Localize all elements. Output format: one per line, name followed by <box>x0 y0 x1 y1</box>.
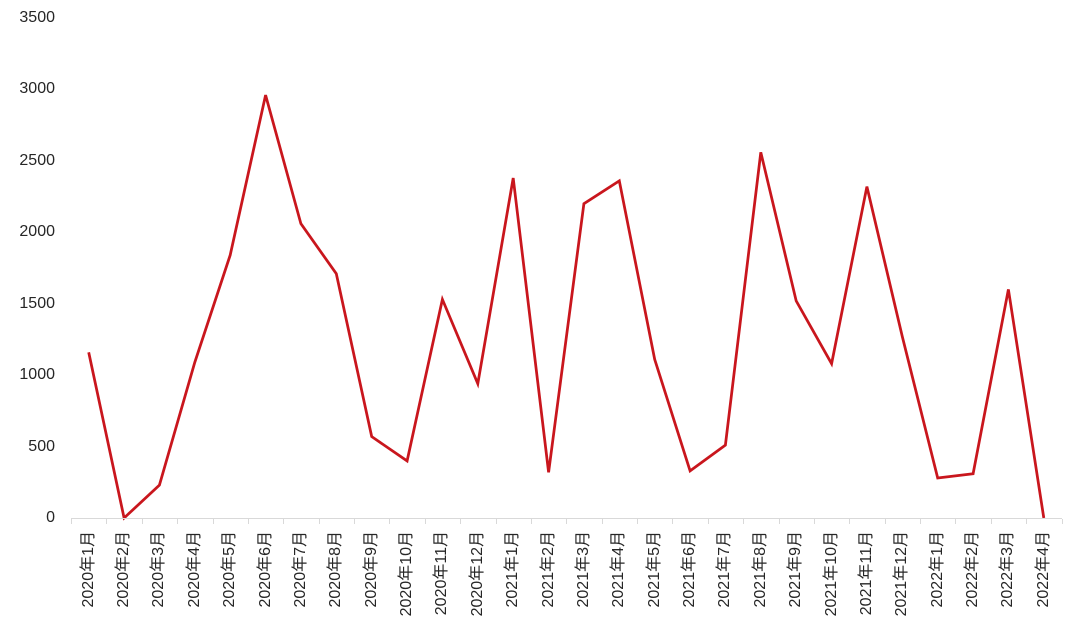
x-axis-tick <box>530 519 532 524</box>
x-axis-label: 2020年8月 <box>327 531 345 608</box>
x-axis-label: 2021年8月 <box>751 531 769 608</box>
x-axis-label: 2021年10月 <box>822 531 840 617</box>
x-axis-tick <box>707 519 709 524</box>
x-axis-tick <box>283 519 285 524</box>
x-axis-tick <box>212 519 214 524</box>
y-axis-label: 0 <box>46 509 55 526</box>
x-axis-label: 2020年3月 <box>150 531 168 608</box>
x-axis-tick <box>990 519 992 524</box>
x-axis-tick <box>601 519 603 524</box>
x-axis-line <box>71 518 1062 519</box>
x-axis-label: 2020年5月 <box>221 531 239 608</box>
x-axis-label: 2022年2月 <box>964 531 982 608</box>
x-axis-tick <box>177 519 179 524</box>
x-axis-tick <box>495 519 497 524</box>
x-axis-tick <box>566 519 568 524</box>
x-axis-label: 2022年4月 <box>1034 531 1052 608</box>
x-axis-label: 2022年1月 <box>928 531 946 608</box>
x-axis-tick <box>354 519 355 524</box>
x-axis-tick <box>247 519 249 524</box>
x-axis-tick <box>884 519 886 524</box>
x-axis-tick <box>637 519 638 524</box>
x-axis-tick <box>849 519 851 524</box>
x-axis-label: 2020年1月 <box>79 531 97 608</box>
y-axis-label: 1500 <box>19 294 55 312</box>
y-axis-label: 1000 <box>19 366 55 384</box>
x-axis-tick <box>1061 519 1063 524</box>
x-axis-label: 2021年11月 <box>857 531 875 616</box>
y-axis-label: 3500 <box>19 9 55 26</box>
x-axis-label: 2022年3月 <box>999 531 1017 608</box>
x-axis-tick <box>1026 519 1028 524</box>
x-axis-tick <box>778 519 780 524</box>
x-axis-label: 2021年6月 <box>681 531 699 608</box>
x-axis-tick <box>71 519 72 524</box>
x-axis-label: 2021年5月 <box>645 531 663 608</box>
x-axis-label: 2020年10月 <box>398 531 416 617</box>
x-axis-label: 2021年9月 <box>787 531 805 608</box>
x-axis-tick <box>813 519 815 524</box>
x-axis-tick <box>318 519 320 524</box>
x-axis-label: 2021年2月 <box>539 531 557 608</box>
x-axis-tick <box>460 519 462 524</box>
x-axis-label: 2021年4月 <box>610 531 628 608</box>
y-axis-label: 500 <box>28 437 55 455</box>
x-axis-tick <box>389 519 391 524</box>
series-line <box>87 94 1046 521</box>
x-axis-tick <box>672 519 674 524</box>
x-axis-label: 2020年9月 <box>362 531 380 608</box>
x-axis-label: 2020年6月 <box>256 531 274 608</box>
y-axis-label: 2000 <box>19 223 55 241</box>
x-axis-tick <box>424 519 426 524</box>
x-axis-label: 2021年7月 <box>716 531 734 608</box>
x-axis-label: 2020年4月 <box>185 531 203 608</box>
x-axis-label: 2021年1月 <box>504 531 522 608</box>
x-axis-label: 2020年11月 <box>433 531 451 616</box>
x-axis-label: 2020年7月 <box>291 531 309 608</box>
x-axis-tick <box>920 519 921 524</box>
y-axis-label: 3000 <box>19 80 55 98</box>
x-axis-label: 2021年3月 <box>574 531 592 608</box>
x-axis-label: 2020年2月 <box>115 531 133 608</box>
x-axis-tick <box>955 519 957 524</box>
x-axis-label: 2021年12月 <box>893 531 911 617</box>
y-axis-label: 2500 <box>19 151 55 169</box>
x-axis-tick <box>743 519 745 524</box>
x-axis-tick <box>141 519 143 524</box>
x-axis-tick <box>106 519 108 524</box>
x-axis-label: 2020年12月 <box>468 531 486 617</box>
